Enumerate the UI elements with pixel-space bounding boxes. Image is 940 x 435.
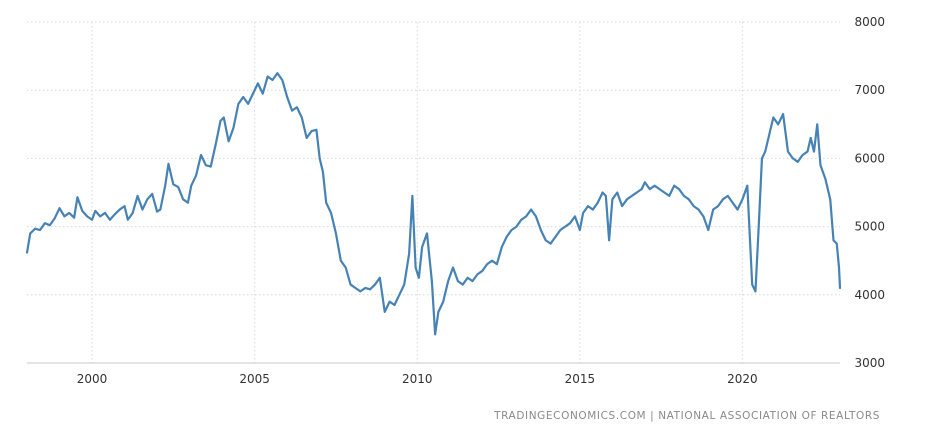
chart-series — [25, 72, 842, 336]
x-tick-label: 2000 — [77, 372, 108, 386]
x-tick-label: 2015 — [565, 372, 596, 386]
x-tick-label: 2020 — [727, 372, 758, 386]
y-tick-label: 3000 — [854, 356, 885, 370]
y-tick-label: 4000 — [854, 288, 885, 302]
x-tick-label: 2005 — [239, 372, 270, 386]
y-tick-label: 5000 — [854, 220, 885, 234]
chart-grid — [27, 21, 840, 364]
x-axis: 2000 2005 2010 2015 2020 — [77, 372, 758, 386]
chart-source-credit: TRADINGECONOMICS.COM | NATIONAL ASSOCIAT… — [494, 410, 880, 422]
x-tick-label: 2010 — [402, 372, 433, 386]
y-tick-label: 6000 — [854, 151, 885, 165]
y-tick-label: 8000 — [854, 15, 885, 29]
series-line — [25, 72, 842, 336]
y-axis: 3000 4000 5000 6000 7000 8000 — [854, 15, 885, 370]
y-tick-label: 7000 — [854, 83, 885, 97]
